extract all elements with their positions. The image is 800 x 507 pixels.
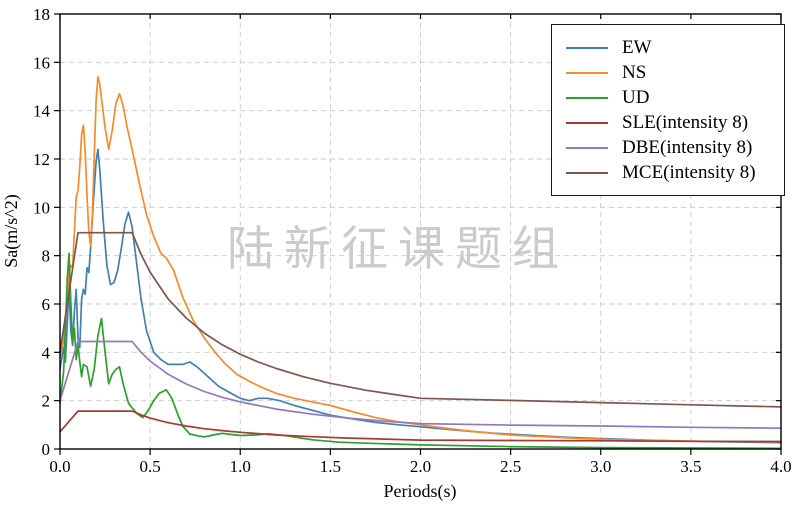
y-tick-label: 6	[42, 295, 51, 314]
x-tick-label: 0.0	[49, 457, 70, 476]
legend: EW NS UD SLE(intensity 8) DBE(intensity 8) MC…	[551, 24, 785, 196]
legend-line-swatch	[566, 71, 608, 74]
y-axis-title: Sa(m/s^2)	[1, 194, 22, 267]
x-axis-title: Periods(s)	[384, 481, 457, 502]
y-tick-label: 2	[42, 392, 51, 411]
legend-line-swatch	[566, 146, 608, 149]
y-tick-label: 12	[33, 150, 50, 169]
legend-item: MCE(intensity 8)	[566, 160, 780, 185]
legend-line-swatch	[566, 46, 608, 49]
legend-label: UD	[622, 87, 650, 108]
y-tick-label: 0	[42, 440, 51, 459]
series-line-EW	[59, 148, 782, 444]
x-tick-label: 3.5	[680, 457, 701, 476]
legend-line-swatch	[566, 96, 608, 99]
legend-label: MCE(intensity 8)	[622, 162, 756, 183]
y-tick-label: 14	[33, 102, 51, 121]
x-tick-label: 3.0	[590, 457, 611, 476]
legend-label: EW	[622, 37, 652, 58]
legend-item: DBE(intensity 8)	[566, 135, 780, 160]
y-tick-label: 10	[33, 198, 50, 217]
legend-label: SLE(intensity 8)	[622, 112, 749, 133]
axes-frame	[54, 13, 782, 455]
legend-item: SLE(intensity 8)	[566, 110, 780, 135]
y-tick-label: 8	[42, 247, 51, 266]
legend-label: NS	[622, 62, 647, 83]
legend-line-swatch	[566, 121, 608, 124]
x-tick-label: 4.0	[770, 457, 791, 476]
legend-item: EW	[566, 35, 780, 60]
legend-item: NS	[566, 60, 780, 85]
x-tick-label: 2.5	[500, 457, 521, 476]
legend-label: DBE(intensity 8)	[622, 137, 753, 158]
x-tick-label: 0.5	[140, 457, 161, 476]
tick-labels: 0.0 0.5 1.0 1.5 2.0 2.5 3.0 3.5 4.0 0 2 4 6 8 10 12 14 16…	[33, 5, 792, 476]
watermark-text: 陆新征课题组	[227, 224, 569, 276]
series-line-SLE-intensity-8-	[59, 410, 782, 443]
y-tick-label: 18	[33, 5, 50, 24]
x-tick-label: 1.0	[230, 457, 251, 476]
y-tick-label: 16	[33, 53, 50, 72]
series-lines	[59, 75, 782, 450]
legend-item: UD	[566, 85, 780, 110]
y-tick-label: 4	[42, 343, 51, 362]
series-line-DBE-intensity-8-	[59, 340, 782, 430]
x-tick-label: 2.0	[410, 457, 431, 476]
x-tick-label: 1.5	[320, 457, 341, 476]
series-line-MCE-intensity-8-	[59, 231, 782, 408]
legend-line-swatch	[566, 171, 608, 174]
